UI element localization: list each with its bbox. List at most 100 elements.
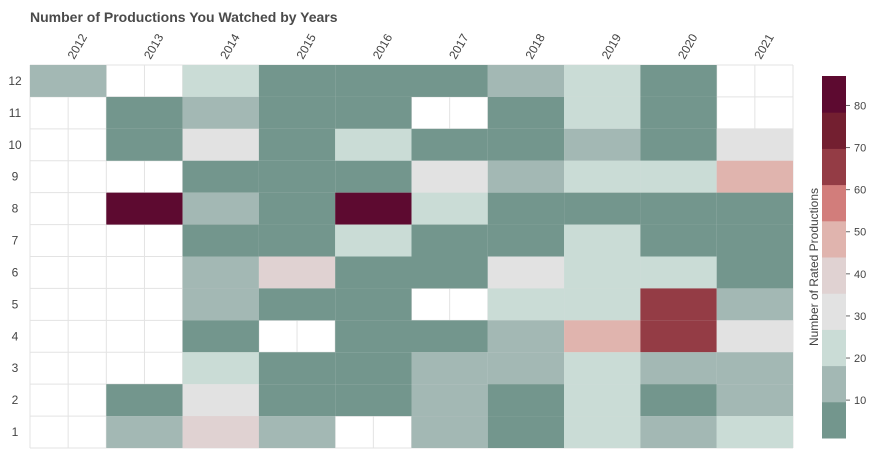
heatmap-cell-2014-10: [182, 128, 259, 161]
y-tick-label: 1: [12, 425, 19, 439]
colorbar-segment: [822, 329, 846, 367]
heatmap-cell-2021-2: [716, 384, 793, 417]
y-tick-label: 10: [8, 138, 22, 152]
y-tick-label: 5: [12, 297, 19, 311]
heatmap-cell-2020-5: [640, 288, 717, 321]
heatmap-cell-2019-6: [564, 256, 641, 289]
heatmap-cell-2018-3: [487, 352, 565, 385]
heatmap-cell-2016-2: [335, 384, 412, 417]
heatmap-cell-2017-2: [411, 384, 488, 417]
colorbar-segment: [822, 184, 846, 222]
heatmap-cell-2015-11: [258, 96, 336, 129]
heatmap-cell-2017-8: [411, 192, 488, 225]
heatmap-cell-2020-10: [640, 128, 717, 161]
heatmap-cell-2016-11: [335, 96, 412, 129]
heatmap-cell-2020-7: [640, 224, 717, 257]
heatmap-cell-2017-10: [411, 128, 488, 161]
heatmap-cell-2020-9: [640, 160, 717, 193]
heatmap-cell-2021-6: [716, 256, 793, 289]
heatmap-cell-2017-12: [411, 65, 488, 97]
heatmap-cell-2020-2: [640, 384, 717, 417]
heatmap-cell-2014-5: [182, 288, 259, 321]
heatmap-cell-2017-1: [411, 416, 488, 448]
heatmap-cell-2013-10: [106, 128, 183, 161]
heatmap-cell-2016-9: [335, 160, 412, 193]
heatmap-cell-2014-11: [182, 96, 259, 129]
colorbar-segment: [822, 220, 846, 258]
colorbar-tick-label: 70: [854, 143, 866, 155]
heatmap-cell-2016-7: [335, 224, 412, 257]
heatmap-cell-2013-8: [106, 192, 183, 225]
heatmap-cell-2021-8: [716, 192, 793, 225]
colorbar-tick-label: 30: [854, 311, 866, 323]
y-tick-label: 7: [12, 234, 19, 248]
x-tick-label: 2018: [522, 31, 548, 61]
heatmap-cell-2019-1: [564, 416, 641, 448]
heatmap-cell-2013-1: [106, 416, 183, 448]
heatmap-cell-2014-4: [182, 320, 259, 353]
heatmap-cell-2018-4: [487, 320, 565, 353]
heatmap-cell-2019-5: [564, 288, 641, 321]
heatmap-cell-2016-5: [335, 288, 412, 321]
heatmap-cell-2020-4: [640, 320, 717, 353]
heatmap-cell-2018-9: [487, 160, 565, 193]
heatmap-cell-2015-7: [258, 224, 336, 257]
colorbar-tick-label: 80: [854, 100, 866, 112]
heatmap-cell-2018-8: [487, 192, 565, 225]
heatmap-cell-2021-10: [716, 128, 793, 161]
heatmap-cell-2018-10: [487, 128, 565, 161]
x-tick-label: 2012: [65, 31, 91, 61]
heatmap-cell-2019-7: [564, 224, 641, 257]
colorbar: 10 20 30 40 50 60 70 80: [822, 76, 866, 439]
y-tick-label: 12: [8, 74, 22, 88]
y-tick-label: 6: [12, 265, 19, 279]
heatmap-cell-2020-3: [640, 352, 717, 385]
heatmap-cell-2014-12: [182, 65, 259, 97]
y-tick-label: 9: [12, 170, 19, 184]
colorbar-segment: [822, 365, 846, 403]
chart-title: Number of Productions You Watched by Yea…: [30, 9, 338, 25]
colorbar-segment: [822, 257, 846, 294]
colorbar-tick-label: 20: [854, 353, 866, 365]
heatmap-cell-2015-3: [258, 352, 336, 385]
heatmap-cell-2018-11: [487, 96, 565, 129]
heatmap-cell-2016-3: [335, 352, 412, 385]
colorbar-tick-label: 10: [854, 395, 866, 407]
y-tick-labels: 12 11 10 9 8 7 6 5 4 3 2 1: [8, 74, 22, 439]
heatmap-cell-2014-6: [182, 256, 259, 289]
heatmap-cell-2017-6: [411, 256, 488, 289]
heatmap-cell-2018-7: [487, 224, 565, 257]
heatmap-cell-2019-3: [564, 352, 641, 385]
heatmap-cell-2021-5: [716, 288, 793, 321]
heatmap-cell-2020-8: [640, 192, 717, 225]
y-tick-label: 4: [12, 329, 19, 343]
heatmap-cell-2016-10: [335, 128, 412, 161]
heatmap-cell-2017-3: [411, 352, 488, 385]
cells-layer: [30, 65, 793, 448]
x-tick-labels: 2012 2013 2014 2015 2016 2017 2018 2019 2020 2021: [65, 31, 777, 61]
heatmap-cell-2019-9: [564, 160, 641, 193]
x-tick-label: 2015: [294, 31, 320, 61]
y-tick-label: 8: [12, 202, 19, 216]
heatmap-cell-2014-9: [182, 160, 259, 193]
x-tick-label: 2013: [141, 31, 167, 61]
x-tick-label: 2020: [675, 31, 701, 61]
heatmap-cell-2013-11: [106, 96, 183, 129]
heatmap-cell-2020-1: [640, 416, 717, 448]
heatmap-cell-2019-4: [564, 320, 641, 353]
heatmap-cell-2019-2: [564, 384, 641, 417]
y-tick-label: 11: [9, 106, 22, 120]
colorbar-label: Number of Rated Productions: [807, 188, 821, 346]
heatmap-cell-2017-9: [411, 160, 488, 193]
heatmap-cell-2018-6: [487, 256, 565, 289]
colorbar-segment: [822, 401, 846, 439]
x-tick-label: 2017: [446, 31, 472, 61]
colorbar-segment: [822, 76, 846, 113]
heatmap-cell-2014-3: [182, 352, 259, 385]
heatmap-cell-2015-5: [258, 288, 336, 321]
heatmap-cell-2017-4: [411, 320, 488, 353]
heatmap-cell-2015-6: [258, 256, 336, 289]
heatmap-cell-2018-1: [487, 416, 565, 448]
